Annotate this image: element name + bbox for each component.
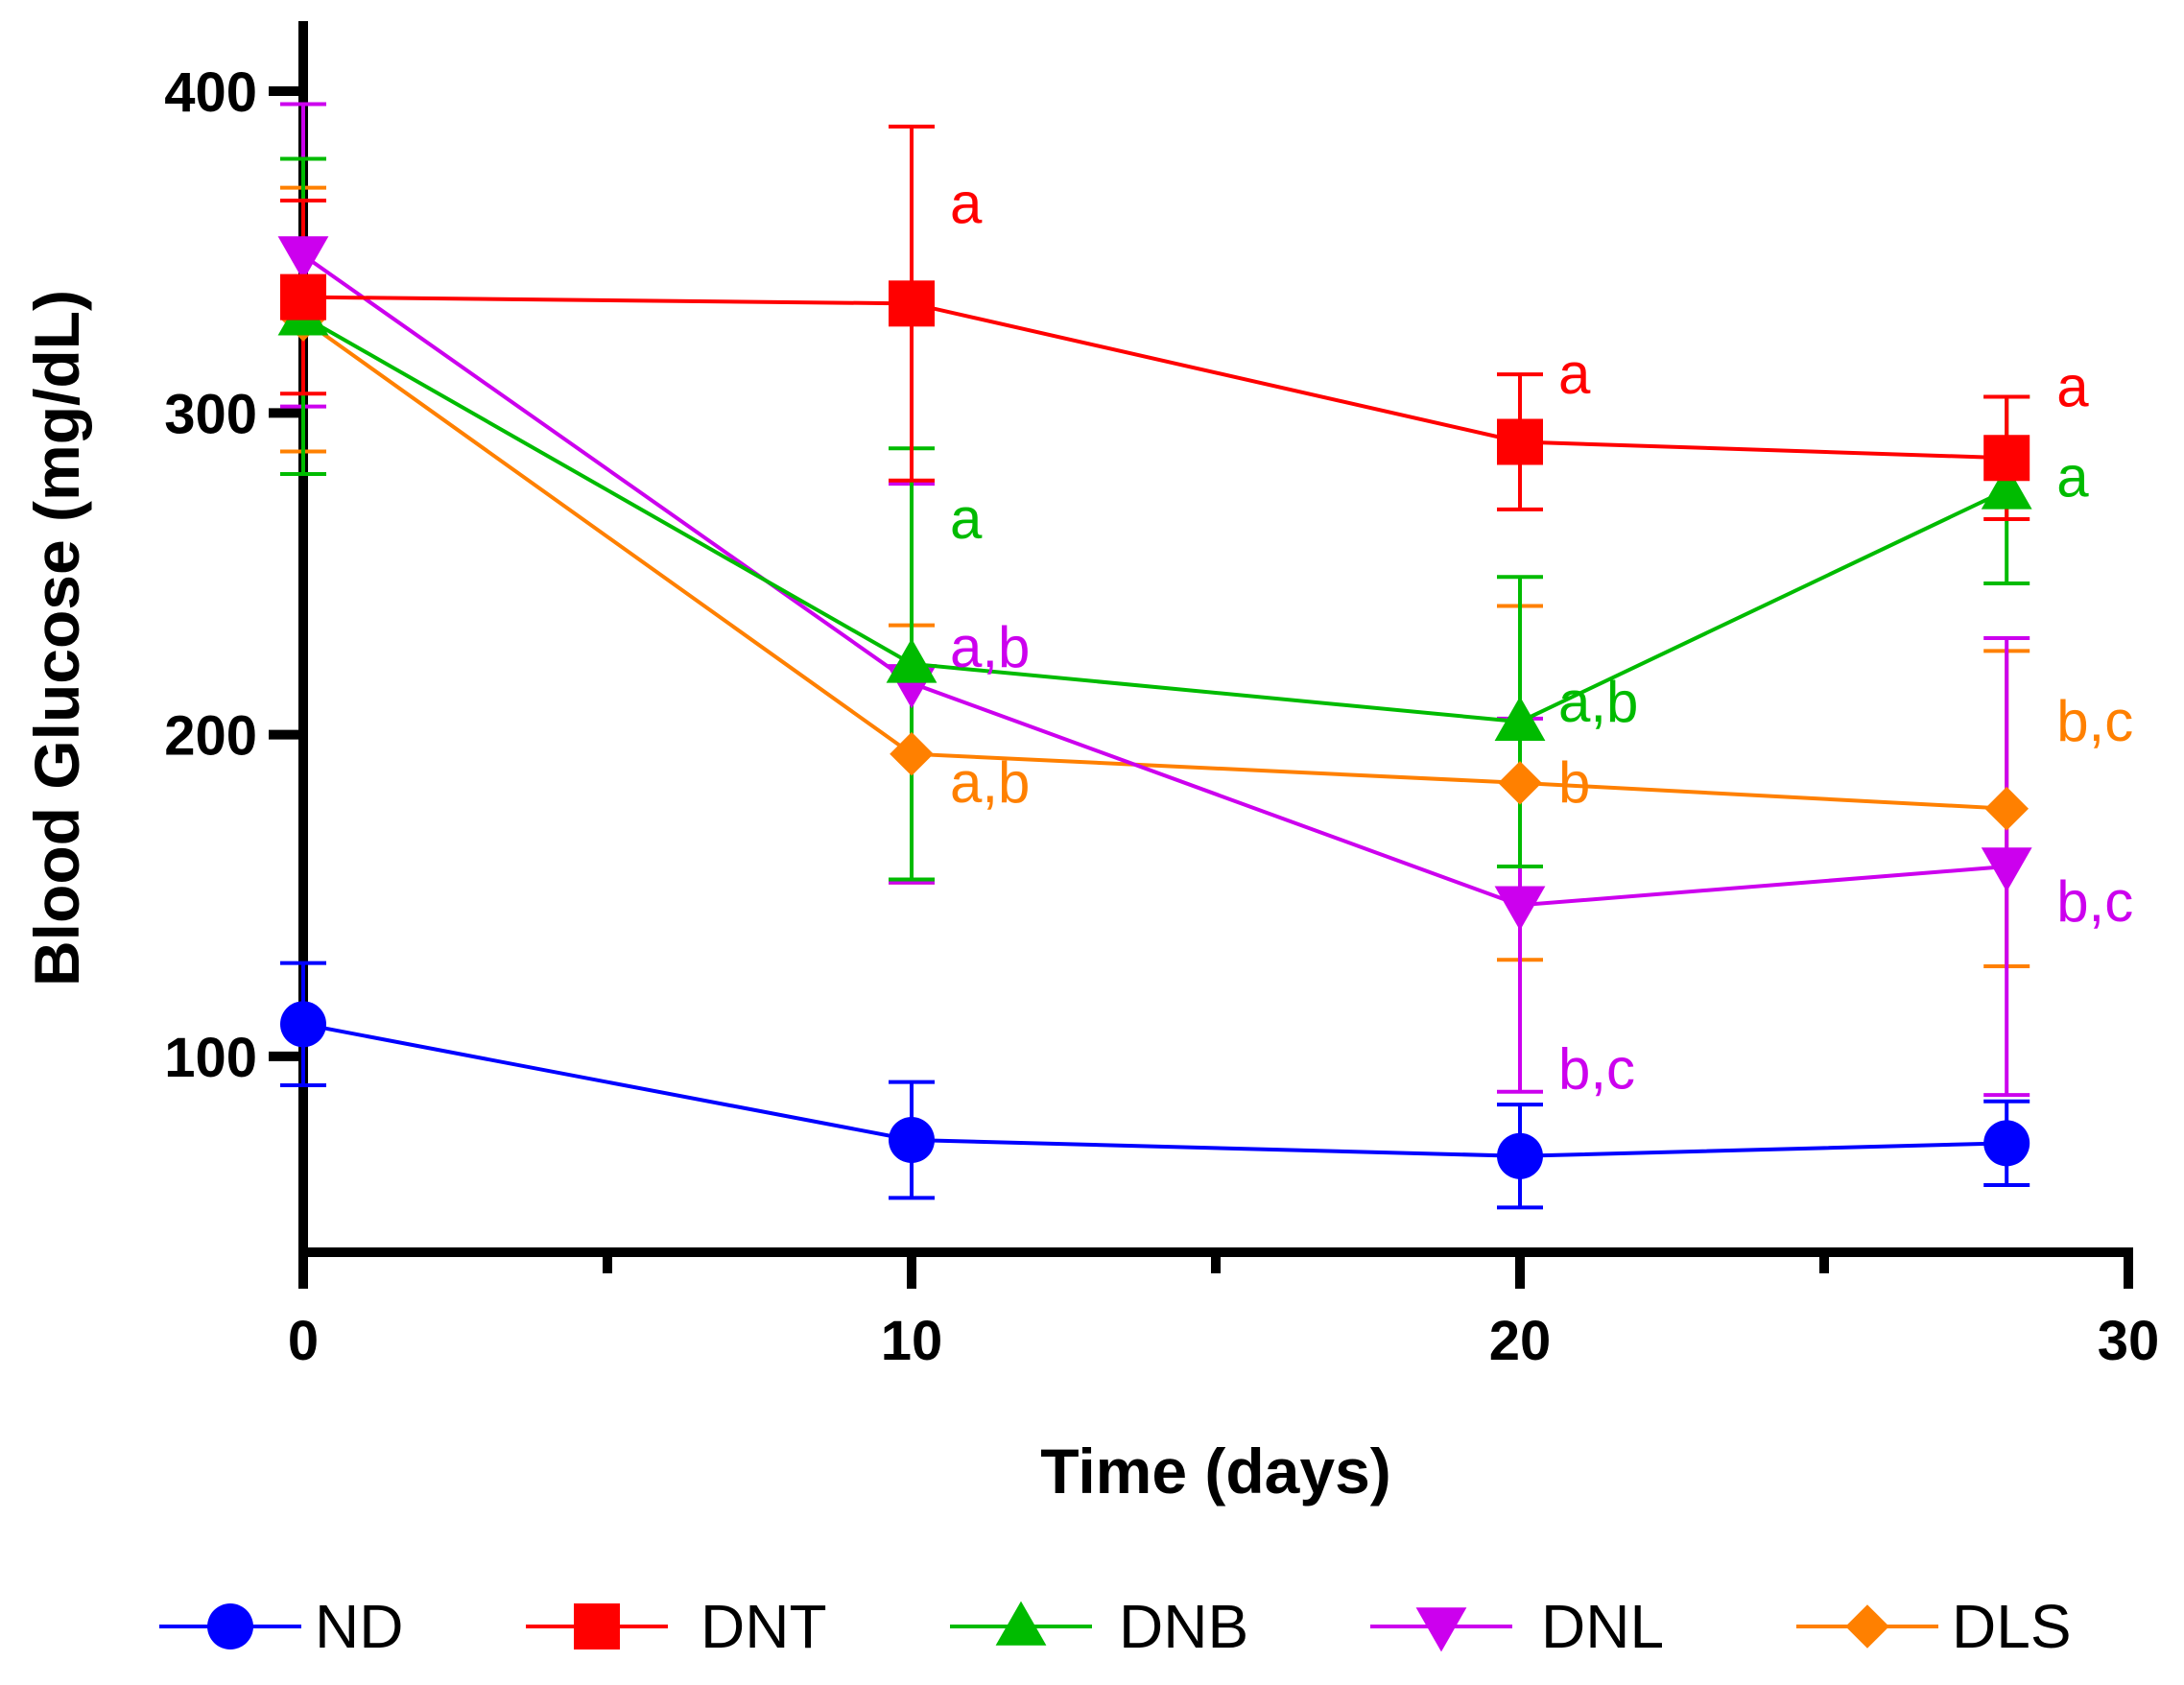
sig-label-dnl: a,b bbox=[950, 615, 1030, 679]
data-point bbox=[1494, 886, 1546, 931]
series-line bbox=[301, 253, 2007, 908]
series-nd-errorbars bbox=[280, 961, 2030, 1210]
series-line bbox=[302, 315, 2008, 724]
legend-item-dls: DLS bbox=[1796, 1592, 2072, 1661]
sig-label-dnb: a bbox=[2056, 444, 2089, 509]
data-point bbox=[1983, 435, 2030, 482]
x-tick-label: 30 bbox=[2098, 1310, 2160, 1372]
legend-label: DNB bbox=[1119, 1592, 1248, 1661]
sig-label-dnt: a bbox=[950, 171, 983, 235]
legend-item-dnl: DNL bbox=[1370, 1592, 1664, 1661]
legend-label: DLS bbox=[1952, 1592, 2072, 1661]
data-point bbox=[886, 638, 938, 683]
series-dnb bbox=[277, 291, 2032, 741]
data-point bbox=[1981, 464, 2032, 510]
series-line bbox=[302, 295, 2007, 461]
data-point bbox=[280, 1001, 326, 1048]
series-line bbox=[302, 1022, 2007, 1158]
data-point bbox=[1984, 786, 2029, 831]
sig-label-dls: a,b bbox=[950, 750, 1030, 815]
sig-label-dls: b bbox=[1558, 750, 1590, 815]
series-dnl bbox=[277, 236, 2032, 931]
x-tick-label: 20 bbox=[1489, 1310, 1552, 1372]
legend-label: ND bbox=[315, 1592, 403, 1661]
legend-marker bbox=[1845, 1604, 1889, 1649]
data-point bbox=[277, 236, 329, 281]
data-point bbox=[890, 731, 934, 776]
x-tick-label: 0 bbox=[288, 1310, 319, 1372]
series-dnt-errorbars bbox=[280, 124, 2030, 521]
significance-labels: aa aaa,baa,bb,cb,ca,b bb,c bbox=[950, 171, 2133, 1101]
legend-marker bbox=[207, 1603, 253, 1649]
legend-marker bbox=[995, 1601, 1047, 1646]
legend-label: DNL bbox=[1541, 1592, 1664, 1661]
legend-marker bbox=[1415, 1607, 1467, 1652]
sig-label-dnl: b,c bbox=[2056, 869, 2133, 934]
series-dls-errorbars bbox=[280, 185, 2030, 968]
series-line bbox=[301, 318, 2007, 811]
axes: 100 200 300 400 0 10 20 30 Time (days) Blood Gluc… bbox=[21, 21, 2159, 1507]
sig-label-dnb: a,b bbox=[1558, 670, 1638, 734]
sig-label-dnb: a bbox=[950, 487, 983, 551]
y-tick-label: 200 bbox=[164, 705, 257, 768]
data-point bbox=[1981, 847, 2032, 892]
series-dnb-errorbars bbox=[280, 156, 2030, 882]
x-tick-label: 10 bbox=[881, 1310, 943, 1372]
y-tick-label: 100 bbox=[164, 1027, 257, 1089]
legend: ND DNT DNB DNL DLS bbox=[159, 1592, 2072, 1661]
sig-label-dls: b,c bbox=[2056, 689, 2133, 753]
x-axis-title: Time (days) bbox=[1040, 1436, 1391, 1507]
series-dnl-errorbars bbox=[280, 102, 2030, 1098]
series-nd bbox=[280, 1001, 2030, 1179]
sig-label-dnt: a bbox=[2056, 354, 2089, 418]
sig-label-dnt: a bbox=[1558, 342, 1591, 406]
data-point bbox=[889, 280, 935, 327]
data-point bbox=[280, 273, 326, 320]
series-dls bbox=[281, 297, 2029, 831]
y-tick-label: 400 bbox=[164, 61, 257, 124]
series-dnt bbox=[280, 273, 2030, 482]
legend-marker bbox=[574, 1603, 620, 1649]
data-point bbox=[1497, 1132, 1543, 1179]
y-tick-label: 300 bbox=[164, 383, 257, 445]
data-point bbox=[1497, 418, 1543, 465]
sig-label-dnl: b,c bbox=[1558, 1036, 1635, 1101]
legend-item-dnt: DNT bbox=[526, 1592, 827, 1661]
data-point bbox=[889, 1117, 935, 1164]
legend-item-nd: ND bbox=[159, 1592, 403, 1661]
data-point bbox=[1983, 1120, 2030, 1167]
data-point bbox=[1498, 761, 1542, 805]
plot-area bbox=[277, 102, 2032, 1210]
legend-item-dnb: DNB bbox=[950, 1592, 1248, 1661]
y-axis-title: Blood Glucose (mg/dL) bbox=[21, 290, 92, 986]
data-point bbox=[1494, 696, 1546, 741]
legend-label: DNT bbox=[700, 1592, 827, 1661]
